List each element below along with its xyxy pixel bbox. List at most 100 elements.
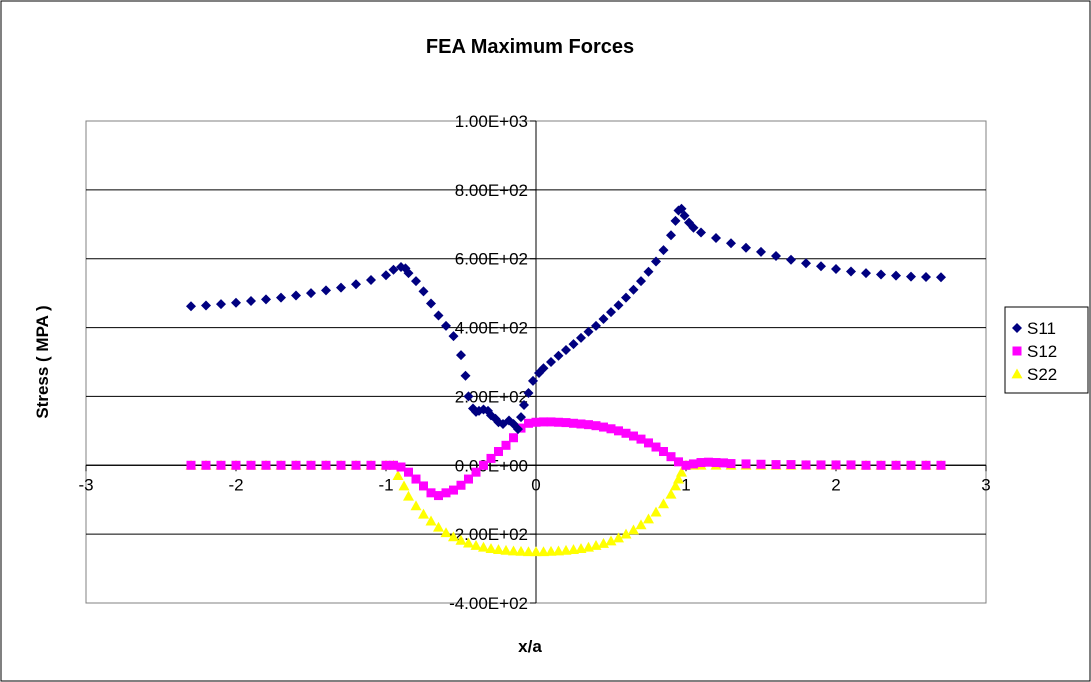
x-tick-label: -1 bbox=[378, 475, 393, 494]
y-axis-title: Stress ( MPA ) bbox=[33, 305, 52, 418]
data-point bbox=[628, 524, 639, 535]
data-point bbox=[276, 292, 286, 303]
data-point bbox=[389, 460, 398, 470]
data-point bbox=[392, 470, 404, 481]
data-point bbox=[513, 424, 523, 435]
data-point bbox=[478, 541, 489, 552]
data-point bbox=[666, 452, 676, 462]
data-point bbox=[771, 460, 781, 470]
data-point bbox=[560, 544, 572, 555]
data-point bbox=[464, 474, 473, 484]
data-point bbox=[584, 420, 593, 430]
data-point bbox=[246, 460, 256, 470]
y-tick-label: 8.00E+02 bbox=[455, 181, 528, 200]
data-point bbox=[801, 258, 811, 269]
legend-label: S11 bbox=[1027, 319, 1056, 338]
y-tick-label: 4.00E+02 bbox=[455, 319, 528, 338]
data-point bbox=[679, 210, 690, 221]
y-tick-label: -4.00E+02 bbox=[449, 594, 528, 613]
data-point bbox=[613, 300, 624, 311]
data-point bbox=[546, 417, 556, 427]
x-tick-label: 3 bbox=[981, 475, 990, 494]
data-point bbox=[418, 286, 429, 297]
data-point bbox=[591, 421, 601, 431]
x-tick-labels: -3 -2 -1 0 1 2 3 bbox=[78, 475, 990, 494]
data-point bbox=[441, 488, 451, 498]
data-point bbox=[538, 546, 549, 557]
y-tick-label: 6.00E+02 bbox=[455, 250, 528, 269]
data-point bbox=[801, 460, 811, 470]
series-s12 bbox=[186, 417, 946, 501]
data-point bbox=[674, 457, 683, 467]
data-point bbox=[456, 350, 466, 361]
data-point bbox=[418, 508, 429, 519]
data-point bbox=[891, 460, 901, 470]
data-point bbox=[493, 544, 504, 555]
data-point bbox=[545, 545, 557, 556]
data-point bbox=[403, 268, 414, 279]
data-point bbox=[398, 480, 410, 491]
legend-item-s11: S11 bbox=[1012, 319, 1056, 338]
data-point bbox=[201, 300, 211, 311]
data-point bbox=[434, 491, 443, 501]
series-s11 bbox=[186, 203, 946, 435]
data-point bbox=[523, 387, 534, 398]
data-point bbox=[456, 480, 466, 490]
y-tick-labels: -4.00E+02-2.00E+020.00E+002.00E+024.00E+… bbox=[449, 112, 528, 613]
data-point bbox=[276, 460, 286, 470]
data-point bbox=[441, 320, 451, 331]
data-point bbox=[568, 544, 579, 555]
y-tick-label: 2.00E+02 bbox=[455, 387, 528, 406]
data-point bbox=[786, 254, 796, 265]
legend-label: S22 bbox=[1027, 365, 1057, 384]
data-point bbox=[670, 480, 681, 491]
data-point bbox=[186, 460, 196, 470]
data-point bbox=[876, 269, 886, 280]
data-point bbox=[426, 488, 436, 498]
data-point bbox=[485, 543, 497, 554]
data-point bbox=[719, 458, 728, 468]
data-point bbox=[216, 299, 226, 310]
data-point bbox=[306, 460, 316, 470]
data-point bbox=[876, 460, 886, 470]
data-point bbox=[440, 527, 452, 538]
data-point bbox=[494, 447, 503, 457]
data-point bbox=[449, 485, 458, 495]
data-point bbox=[906, 271, 916, 282]
data-point bbox=[366, 275, 376, 286]
data-point bbox=[425, 515, 437, 526]
data-point bbox=[410, 500, 422, 511]
data-point bbox=[673, 473, 684, 484]
data-point bbox=[726, 238, 736, 249]
data-point bbox=[530, 546, 542, 557]
data-point bbox=[201, 460, 211, 470]
data-point bbox=[831, 264, 841, 275]
data-point bbox=[741, 459, 751, 469]
data-point bbox=[528, 375, 538, 386]
data-point bbox=[606, 307, 616, 318]
data-point bbox=[711, 233, 721, 244]
data-point bbox=[756, 459, 766, 469]
data-point bbox=[598, 313, 609, 324]
data-point bbox=[388, 264, 399, 275]
data-point bbox=[569, 418, 578, 428]
data-point bbox=[636, 434, 646, 444]
data-point bbox=[186, 301, 196, 312]
chart-title: FEA Maximum Forces bbox=[426, 36, 634, 58]
data-point bbox=[658, 498, 669, 509]
data-point bbox=[636, 276, 646, 287]
data-point bbox=[670, 215, 681, 226]
data-point bbox=[433, 521, 444, 532]
data-point bbox=[658, 245, 669, 256]
data-point bbox=[539, 417, 548, 427]
data-point bbox=[508, 545, 519, 556]
data-point bbox=[936, 272, 946, 283]
data-point bbox=[381, 460, 391, 470]
data-point bbox=[426, 298, 436, 309]
data-point bbox=[861, 460, 871, 470]
data-point bbox=[404, 467, 413, 477]
data-point bbox=[659, 447, 668, 457]
data-point bbox=[605, 535, 617, 546]
data-point bbox=[704, 457, 713, 467]
